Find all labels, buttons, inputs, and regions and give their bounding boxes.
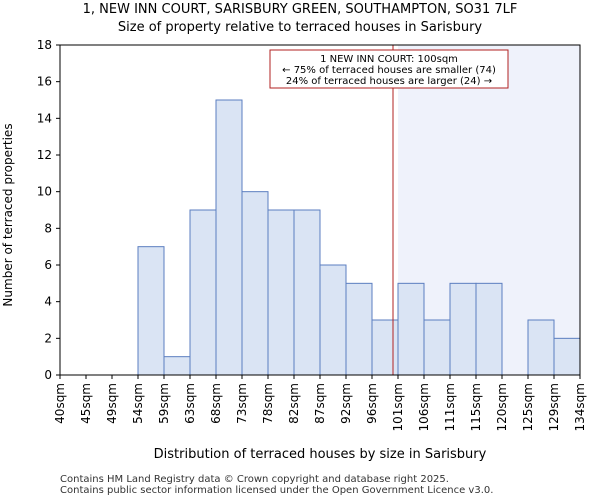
- x-tick-label: 73sqm: [235, 383, 249, 424]
- x-tick-label: 87sqm: [313, 383, 327, 424]
- y-tick-label: 18: [37, 38, 52, 52]
- y-tick-label: 10: [37, 185, 52, 199]
- bar-54sqm: [137, 246, 165, 376]
- x-tick-label: 59sqm: [157, 383, 171, 424]
- annotation-border: [269, 49, 509, 89]
- bar-125sqm: [527, 319, 555, 376]
- bars-group: [137, 99, 581, 376]
- x-tick-label: 82sqm: [287, 383, 301, 424]
- bar-129sqm: [553, 337, 581, 376]
- x-tick-label: 63sqm: [183, 383, 197, 424]
- chart-subtitle: Size of property relative to terraced ho…: [117, 20, 483, 35]
- y-tick-label: 0: [44, 368, 52, 382]
- bar-111sqm: [449, 282, 477, 376]
- y-axis-ticks: 0 2 4 6 8 10 12 14 16 18: [37, 38, 60, 382]
- x-tick-label: 49sqm: [105, 383, 119, 424]
- bar-92sqm: [345, 282, 373, 376]
- y-tick-label: 2: [44, 331, 52, 345]
- bar-87sqm: [319, 264, 347, 376]
- bar-68sqm: [215, 99, 243, 376]
- y-tick-label: 8: [44, 221, 52, 235]
- y-axis-label: Number of terraced properties: [1, 123, 15, 306]
- y-tick-label: 12: [37, 148, 52, 162]
- bar-78sqm: [267, 209, 295, 376]
- bar-73sqm: [241, 191, 269, 376]
- y-tick-label: 4: [44, 295, 52, 309]
- x-tick-label: 129sqm: [547, 383, 561, 431]
- annotation-box: 1 NEW INN COURT: 100sqm ← 75% of terrace…: [269, 49, 509, 89]
- annotation-line-3: 24% of terraced houses are larger (24) →: [286, 76, 492, 87]
- x-tick-label: 125sqm: [521, 383, 535, 431]
- bar-82sqm: [293, 209, 321, 376]
- x-tick-label: 120sqm: [495, 383, 509, 431]
- bar-115sqm: [475, 282, 503, 376]
- y-tick-label: 6: [44, 258, 52, 272]
- y-tick-label: 14: [37, 111, 52, 125]
- y-tick-label: 16: [37, 75, 52, 89]
- annotation-line-1: 1 NEW INN COURT: 100sqm: [320, 54, 458, 65]
- x-tick-label: 78sqm: [261, 383, 275, 424]
- bar-106sqm: [423, 319, 451, 376]
- footer-line-2: Contains public sector information licen…: [60, 485, 494, 496]
- chart-title: 1, NEW INN COURT, SARISBURY GREEN, SOUTH…: [82, 2, 518, 17]
- x-tick-label: 115sqm: [469, 383, 483, 431]
- x-tick-label: 96sqm: [365, 383, 379, 424]
- bar-96sqm: [371, 319, 399, 376]
- x-tick-label: 106sqm: [417, 383, 431, 431]
- footer-line-1: Contains HM Land Registry data © Crown c…: [60, 474, 449, 485]
- x-tick-label: 45sqm: [79, 383, 93, 424]
- bar-101sqm: [397, 282, 425, 376]
- bar-59sqm: [163, 356, 191, 376]
- x-tick-label: 134sqm: [573, 383, 587, 431]
- x-tick-label: 68sqm: [209, 383, 223, 424]
- x-axis-ticks: 40sqm 45sqm 49sqm 54sqm 59sqm 63sqm 68sqm 73sqm…: [53, 375, 587, 431]
- x-tick-label: 92sqm: [339, 383, 353, 424]
- x-tick-label: 101sqm: [391, 383, 405, 431]
- bar-63sqm: [189, 209, 217, 376]
- x-tick-label: 54sqm: [131, 383, 145, 424]
- plot-frame: [59, 44, 581, 376]
- x-axis-label: Distribution of terraced houses by size …: [154, 447, 487, 462]
- x-tick-label: 111sqm: [443, 383, 457, 431]
- x-tick-label: 40sqm: [53, 383, 67, 424]
- annotation-line-2: ← 75% of terraced houses are smaller (74…: [282, 65, 496, 76]
